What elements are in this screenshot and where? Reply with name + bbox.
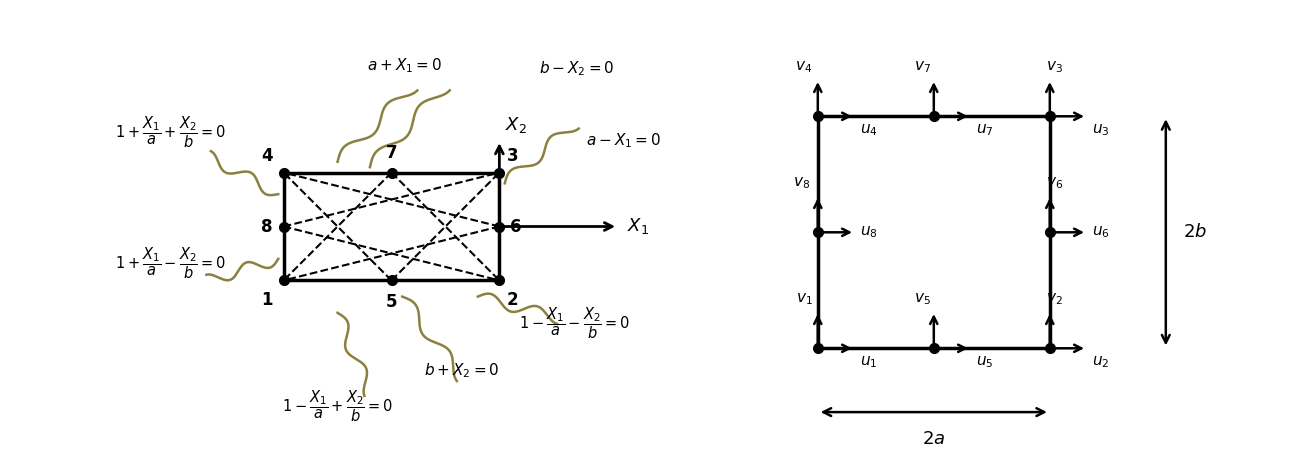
Text: $v_3$: $v_3$: [1047, 59, 1062, 75]
Text: 6: 6: [510, 217, 522, 236]
Text: $a - X_1 = 0$: $a - X_1 = 0$: [586, 132, 660, 150]
Text: $1 - \dfrac{X_1}{a} - \dfrac{X_2}{b} = 0$: $1 - \dfrac{X_1}{a} - \dfrac{X_2}{b} = 0…: [519, 305, 630, 341]
Text: $u_1$: $u_1$: [860, 354, 877, 370]
Text: $X_2$: $X_2$: [505, 115, 527, 135]
Text: $u_7$: $u_7$: [976, 122, 993, 138]
Text: $u_2$: $u_2$: [1091, 354, 1109, 370]
Text: $v_5$: $v_5$: [913, 291, 930, 307]
Text: $a + X_1 = 0$: $a + X_1 = 0$: [367, 56, 442, 75]
Text: $1 + \dfrac{X_1}{a} - \dfrac{X_2}{b} = 0$: $1 + \dfrac{X_1}{a} - \dfrac{X_2}{b} = 0…: [115, 246, 226, 281]
Text: 5: 5: [386, 294, 397, 311]
Text: $b + X_2 = 0$: $b + X_2 = 0$: [424, 361, 500, 380]
Text: $1 + \dfrac{X_1}{a} + \dfrac{X_2}{b} = 0$: $1 + \dfrac{X_1}{a} + \dfrac{X_2}{b} = 0…: [115, 115, 226, 150]
Text: $v_1$: $v_1$: [796, 291, 812, 307]
Text: 3: 3: [506, 147, 518, 165]
Text: $u_8$: $u_8$: [860, 224, 877, 240]
Text: 1: 1: [261, 291, 273, 309]
Text: $u_4$: $u_4$: [860, 122, 877, 138]
Text: 8: 8: [261, 217, 273, 236]
Text: $v_4$: $v_4$: [795, 59, 813, 75]
Text: 4: 4: [261, 147, 273, 165]
Text: $v_7$: $v_7$: [913, 59, 930, 75]
Text: $v_2$: $v_2$: [1047, 291, 1062, 307]
Text: $u_3$: $u_3$: [1091, 122, 1109, 138]
Text: $u_6$: $u_6$: [1091, 224, 1109, 240]
Text: $2a$: $2a$: [923, 429, 945, 448]
Text: $X_1$: $X_1$: [626, 217, 649, 236]
Text: $b - X_2 = 0$: $b - X_2 = 0$: [539, 59, 615, 78]
Text: $2b$: $2b$: [1184, 223, 1207, 241]
Text: $1 - \dfrac{X_1}{a} + \dfrac{X_2}{b} = 0$: $1 - \dfrac{X_1}{a} + \dfrac{X_2}{b} = 0…: [282, 389, 393, 424]
Text: 2: 2: [506, 291, 518, 309]
Text: $v_8$: $v_8$: [793, 175, 810, 191]
Text: $u_5$: $u_5$: [976, 354, 993, 370]
Text: 7: 7: [386, 144, 397, 162]
Text: $v_6$: $v_6$: [1045, 175, 1064, 191]
